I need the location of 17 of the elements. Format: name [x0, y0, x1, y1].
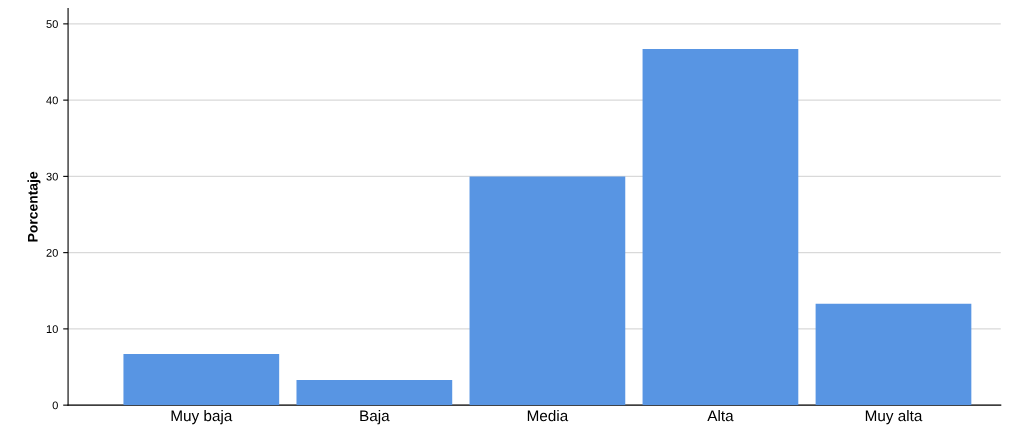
bar [815, 303, 972, 406]
bar [469, 176, 626, 406]
x-tick-label: Muy baja [171, 410, 233, 425]
bar [123, 354, 280, 406]
x-tick-label: Media [527, 410, 569, 422]
x-tick-label: Muy alta [865, 410, 923, 425]
y-tick-label: 10 [46, 325, 58, 334]
bar [642, 49, 799, 406]
x-tick-label: Alta [707, 410, 734, 422]
y-tick-label: 30 [46, 172, 58, 181]
bar [296, 379, 453, 406]
y-tick-label: 0 [52, 401, 58, 410]
y-tick-label: 40 [46, 96, 58, 105]
y-axis-title: Porcentaje [27, 171, 41, 242]
y-tick-label: 20 [46, 248, 58, 257]
x-tick-label: Baja [360, 410, 390, 425]
y-tick-label: 50 [46, 20, 58, 29]
